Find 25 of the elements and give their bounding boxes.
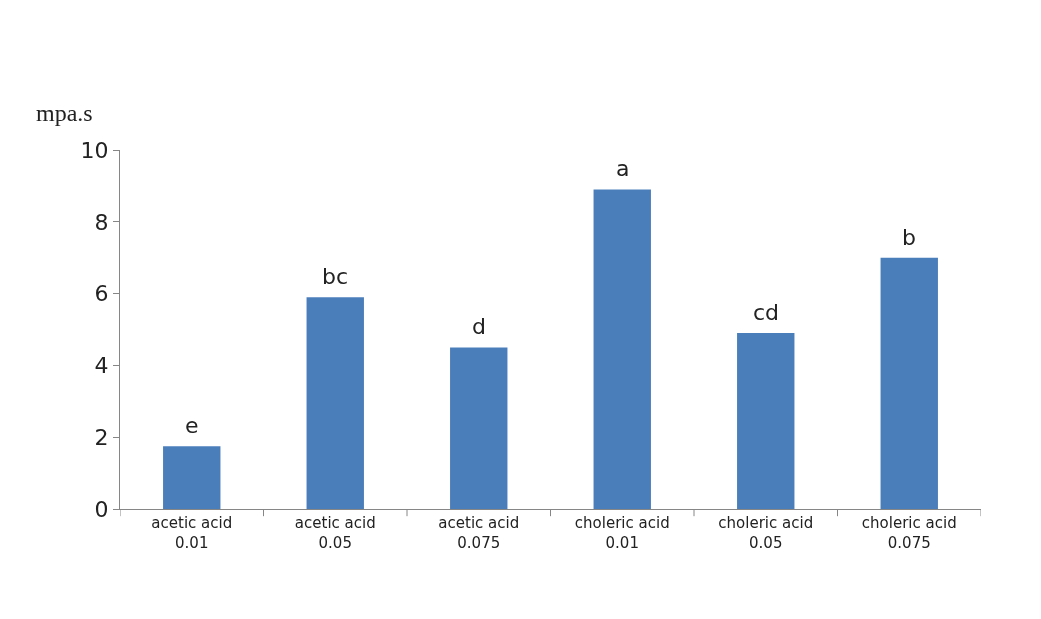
annotation: a <box>616 156 630 181</box>
x-tick-label: acetic acid 0.05 <box>294 514 376 552</box>
annotation: d <box>472 314 486 339</box>
annotation: cd <box>753 300 780 325</box>
bar <box>737 333 795 509</box>
annotation: b <box>902 225 916 250</box>
y-tick-label: 2 <box>94 424 109 450</box>
y-tick-label: 6 <box>94 281 109 307</box>
bar <box>593 189 651 509</box>
x-tick-label: choleric acid 0.05 <box>718 514 814 552</box>
bar <box>163 446 221 509</box>
annotation: bc <box>322 264 349 289</box>
y-tick-label: 0 <box>94 496 109 522</box>
x-tick-label: choleric acid 0.01 <box>574 514 670 552</box>
bar <box>880 257 938 509</box>
y-tick-label: 10 <box>80 137 109 163</box>
y-tick-label: 4 <box>94 353 109 379</box>
annotation: e <box>185 413 199 438</box>
bar <box>450 347 508 509</box>
y-tick-label: 8 <box>94 209 109 235</box>
x-tick-label: acetic acid 0.075 <box>438 514 520 552</box>
bar <box>306 297 364 509</box>
x-tick-label: choleric acid 0.075 <box>861 514 957 552</box>
y-axis-title: mpa.s <box>36 100 93 126</box>
x-tick-label: acetic acid 0.01 <box>151 514 233 552</box>
